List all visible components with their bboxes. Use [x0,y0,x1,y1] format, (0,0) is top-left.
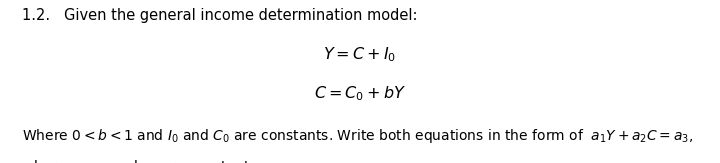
Text: $C = C_0 + bY$: $C = C_0 + bY$ [314,85,406,104]
Text: $Y = C + I_0$: $Y = C + I_0$ [323,46,397,64]
Text: Where $0<b<1$ and $I_0$ and $C_0$ are constants. Write both equations in the for: Where $0<b<1$ and $I_0$ and $C_0$ are co… [22,127,693,145]
Text: where $a_1, a_2$ and $a_3$ are constants.: where $a_1, a_2$ and $a_3$ are constants… [22,158,260,163]
Text: 1.2.   Given the general income determination model:: 1.2. Given the general income determinat… [22,8,417,23]
